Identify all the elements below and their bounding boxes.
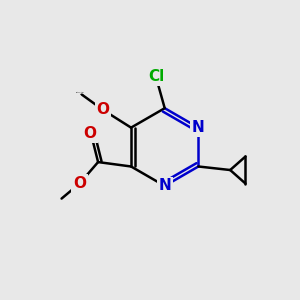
Text: N: N xyxy=(192,120,205,135)
Text: Cl: Cl xyxy=(148,69,165,84)
Text: O: O xyxy=(97,103,110,118)
Text: methyl: methyl xyxy=(80,94,84,95)
Text: O: O xyxy=(73,176,86,191)
Text: O: O xyxy=(84,126,97,141)
Text: N: N xyxy=(158,178,171,194)
Text: methyl_stub: methyl_stub xyxy=(76,91,85,93)
